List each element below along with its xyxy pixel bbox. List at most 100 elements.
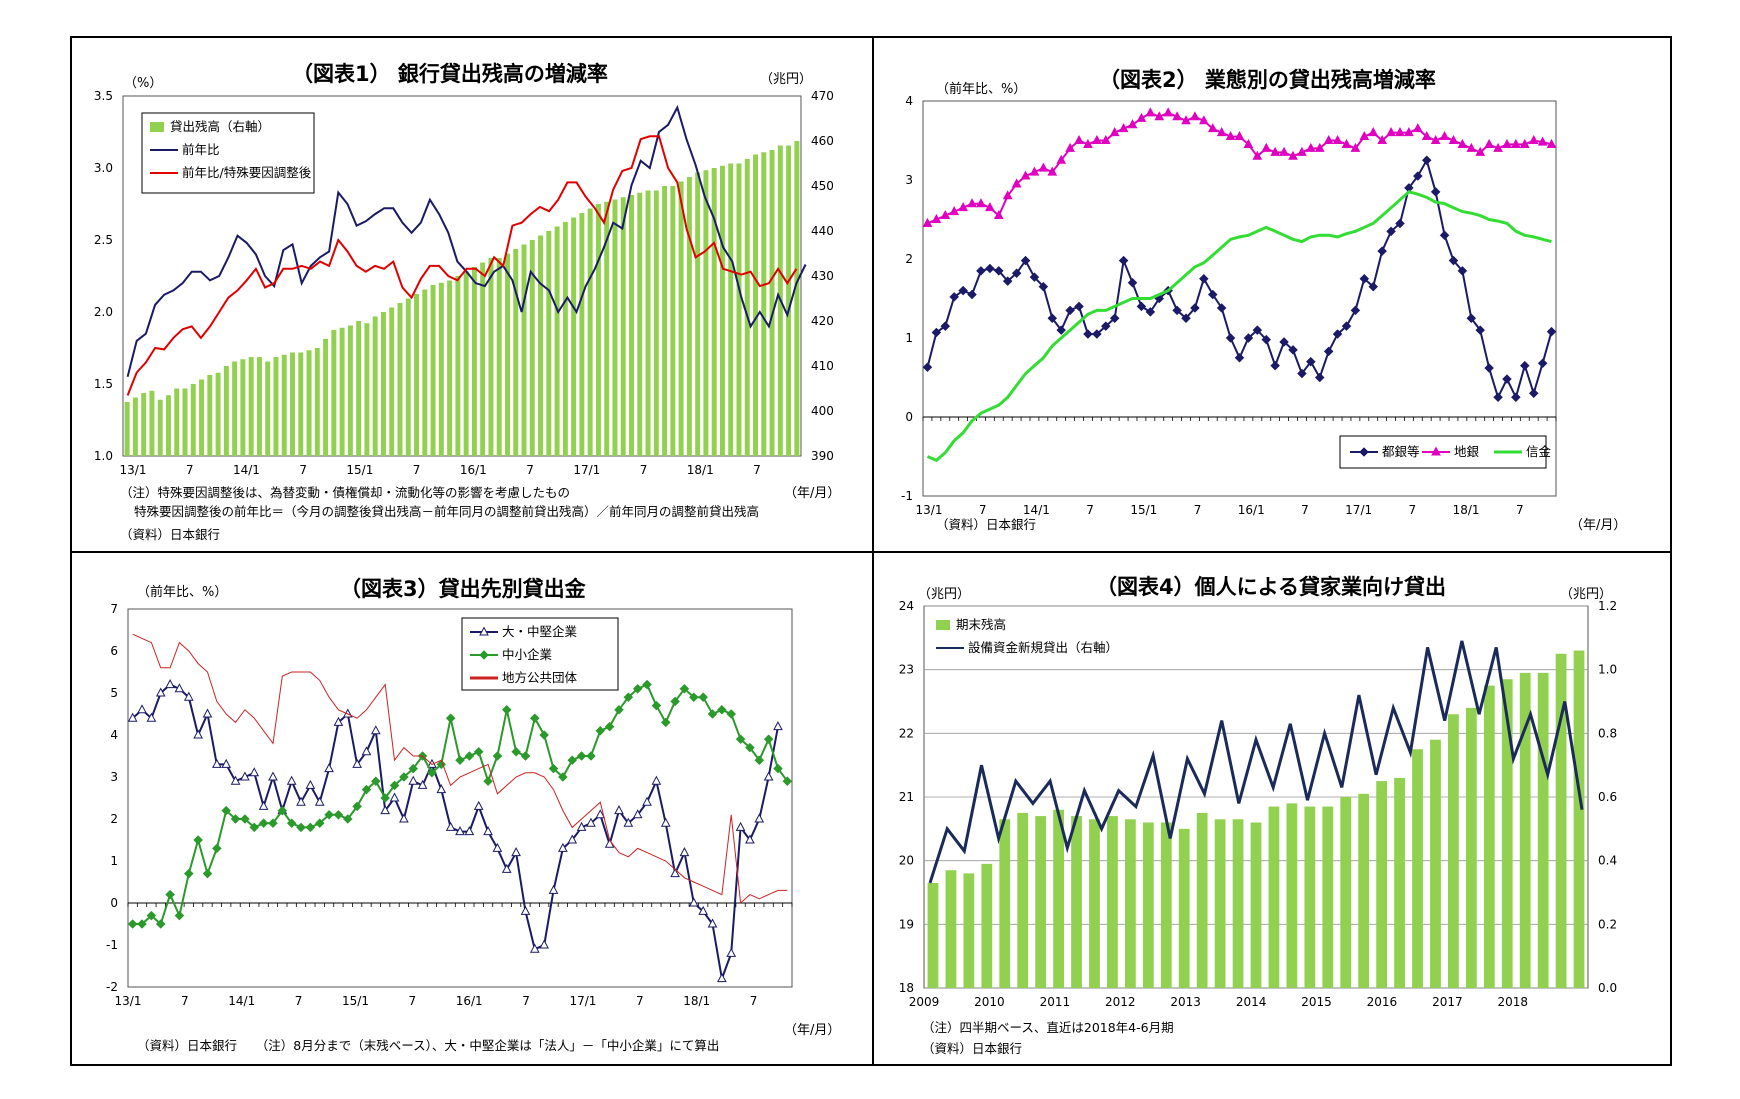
chart-1-bar (422, 289, 428, 456)
chart-1-x-tick-label: 15/1 (346, 463, 373, 477)
chart-2-point (1359, 130, 1370, 141)
chart-2-point (958, 202, 968, 212)
chart-2-source: （資料）日本銀行 (936, 517, 1037, 532)
chart-2-point (922, 362, 933, 373)
chart-1-y2-tick-label: 470 (811, 89, 834, 103)
chart-3-point (464, 751, 475, 761)
chart-4-y-tick-label: 20 (899, 854, 914, 868)
chart-3-point (604, 721, 615, 732)
chart-2-point (1475, 146, 1486, 156)
chart-3-point (399, 813, 409, 823)
chart-1-x-tick-label: 17/1 (573, 463, 600, 477)
chart-4-bar (1304, 806, 1316, 988)
chart-3-y-tick-label: 0 (110, 896, 118, 910)
chart-2-point (1145, 307, 1156, 317)
chart-4-y-tick-label: 22 (899, 726, 914, 740)
chart-3-point (230, 814, 241, 824)
chart-1-bar (645, 190, 651, 456)
chart-2-point (1386, 127, 1396, 137)
chart-2-point (1252, 150, 1263, 160)
chart-4-y-tick-label: 24 (899, 599, 914, 613)
chart-1-bar (595, 204, 601, 456)
chart-4-x-tick-label: 2016 (1367, 995, 1398, 1009)
chart-4-x-tick-label: 2010 (974, 995, 1005, 1009)
chart-4-bar (927, 882, 939, 988)
chart-1-y2-tick-label: 430 (811, 269, 834, 283)
chart-3-point (614, 704, 624, 715)
chart-2-point (985, 202, 995, 212)
chart-3-plot: -2 -1 0 1 2 3 4 5 6 7 13/1 7 14/1 7 15/1 7 16/1 7 17/1 7 18/… (106, 602, 793, 1008)
chart-3-point (782, 776, 793, 787)
chart-2-point (1020, 255, 1031, 266)
chart-3-point (492, 751, 503, 761)
chart-2-point (1528, 388, 1539, 399)
chart-4-x-tick-label: 2011 (1040, 995, 1071, 1009)
chart-2-point (1234, 130, 1245, 141)
chart-1-bar (372, 316, 378, 456)
chart-1-source: （資料）日本銀行 (120, 527, 221, 542)
chart-4-y2-tick-label: 1.0 (1598, 663, 1617, 677)
chart-panel-2: -1 0 1 2 3 4 13/1 7 14/1 7 15/1 7 16/1 7 17/1 7 18/1 7 都銀等… (874, 38, 1670, 551)
chart-1-bar (256, 357, 262, 456)
chart-3-point (305, 822, 316, 833)
chart-2-point (1395, 218, 1405, 229)
chart-4-bar (1322, 806, 1334, 988)
chart-1-bar (529, 240, 535, 456)
chart-4-bar (1519, 672, 1531, 988)
chart-1-bar (165, 395, 171, 456)
chart-2-point (1056, 154, 1067, 164)
chart-2-point (958, 285, 968, 296)
chart-3-point (707, 918, 718, 928)
chart-2-series-line (927, 111, 1552, 225)
chart-3-point (212, 758, 222, 768)
chart-1-bar (744, 159, 750, 456)
chart-3-y-tick-label: 2 (110, 812, 118, 826)
chart-2-x-tick-label: 14/1 (1023, 503, 1050, 517)
chart-3-point (567, 834, 578, 844)
chart-3-point (249, 822, 260, 833)
chart-4-y-tick-label: 19 (899, 917, 914, 931)
chart-2-point (1279, 337, 1289, 347)
chart-4-x-tick-label: 2017 (1432, 995, 1463, 1009)
chart-1-y2-tick-label: 450 (811, 179, 834, 193)
chart-1-y-tick-label: 3.5 (94, 89, 113, 103)
chart-2-point (1475, 325, 1486, 335)
chart-3-point (127, 919, 138, 929)
chart-1-legend-label: 前年比/特殊要因調整後 (182, 165, 312, 180)
chart-4-bar (1430, 739, 1441, 988)
chart-2-point (1350, 142, 1361, 152)
chart-panel-3: -2 -1 0 1 2 3 4 5 6 7 13/1 7 14/1 7 15/1 7 16/1 7 17/1 7 18/… (72, 553, 872, 1064)
chart-3-point (314, 818, 325, 829)
chart-2-point (1439, 130, 1450, 141)
chart-3-point (558, 772, 568, 782)
chart-2-y-tick-label: -1 (901, 489, 913, 503)
chart-3-x-tick-label: 7 (522, 994, 530, 1008)
chart-2-point (1484, 138, 1494, 148)
chart-2-y-tick-label: 2 (905, 252, 913, 266)
chart-3-point (511, 746, 521, 757)
chart-4-x-tick-label: 2009 (909, 995, 940, 1009)
chart-1-x-tick-label: 7 (753, 463, 761, 477)
chart-1-bar (546, 231, 552, 456)
chart-3-point (202, 868, 213, 879)
chart-3-point (165, 889, 175, 900)
chart-3-legend-label: 大・中堅企業 (502, 624, 578, 639)
chart-3-y-tick-label: 5 (110, 686, 118, 700)
chart-4-bar (1089, 819, 1100, 988)
chart-2-point (1511, 392, 1521, 403)
chart-1-bar (397, 303, 403, 456)
chart-2-point (1047, 166, 1058, 176)
chart-1-bar (695, 172, 701, 456)
chart-2-point (1100, 321, 1111, 332)
chart-2-point (1145, 107, 1156, 117)
chart-2-point (1207, 123, 1218, 133)
chart-1-legend-label: 貸出残高（右軸） (170, 119, 270, 134)
chart-2-legend-marker (1431, 446, 1441, 456)
chart-1-bar (223, 366, 229, 456)
chart-3-point (240, 771, 250, 781)
chart-1-right-unit: （兆円） (760, 72, 813, 87)
chart-2-point (1225, 130, 1236, 141)
chart-3-point (688, 692, 699, 703)
chart-1-bar (538, 235, 544, 456)
chart-3-x-tick-label: 7 (181, 994, 189, 1008)
